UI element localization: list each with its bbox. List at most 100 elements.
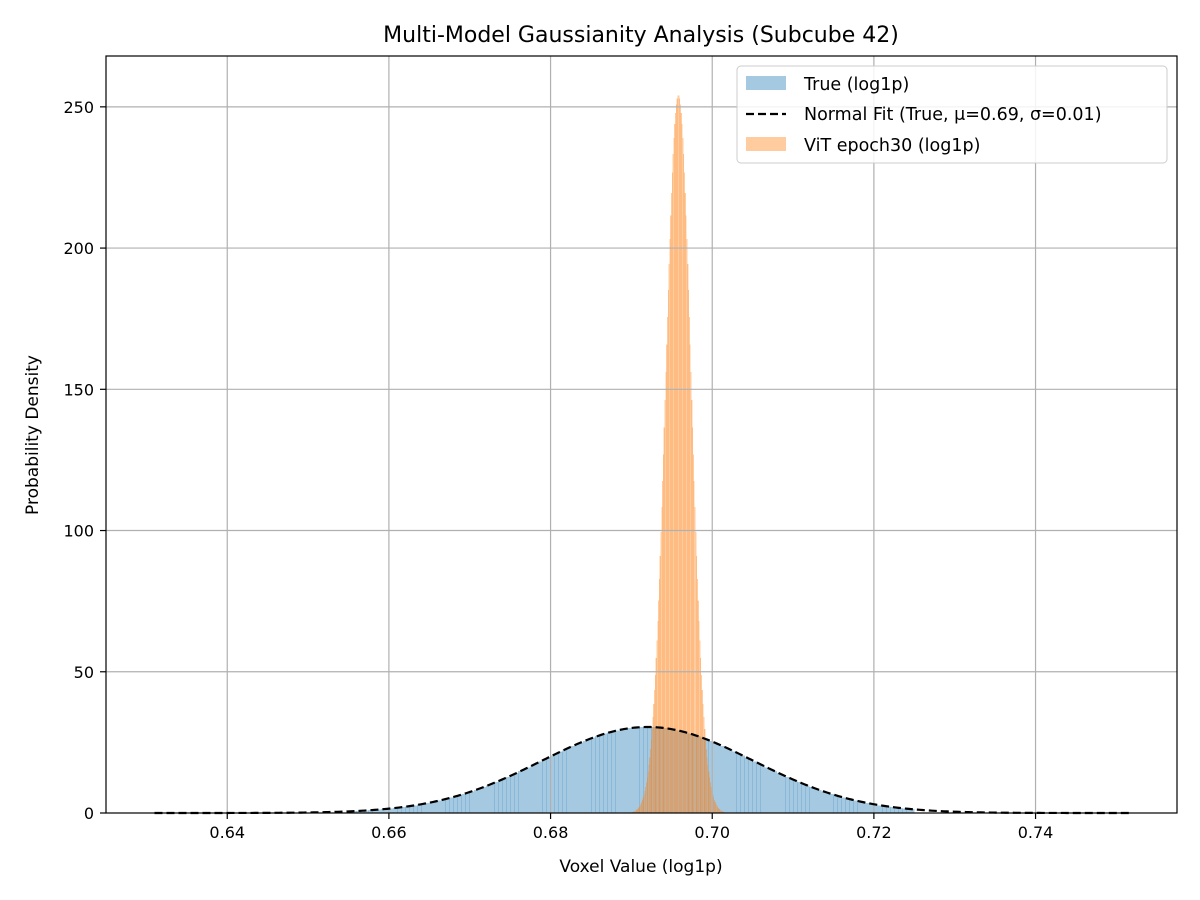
histogram-bar-vit xyxy=(651,728,653,813)
histogram-bar-vit xyxy=(687,290,690,813)
histogram-bar-true xyxy=(886,806,891,813)
histogram-bar-vit xyxy=(699,640,701,813)
histogram-bar-true xyxy=(780,775,786,813)
histogram-bar-vit xyxy=(642,797,644,813)
histogram-bar-true xyxy=(421,803,426,813)
histogram-bar-vit xyxy=(706,757,708,813)
histogram-bar-true xyxy=(522,769,527,813)
histogram-bar-true xyxy=(445,798,450,813)
x-axis-label: Voxel Value (log1p) xyxy=(559,857,722,877)
histogram-bar-true xyxy=(910,809,915,813)
histogram-bar-true xyxy=(401,807,406,813)
histogram-bar-vit xyxy=(665,372,667,813)
y-tick-label: 150 xyxy=(63,380,94,399)
histogram-bar-vit xyxy=(698,621,700,813)
plot-area xyxy=(106,56,1177,813)
x-axis: 0.64 0.66 0.68 0.70 0.72 0.74 xyxy=(209,813,1053,842)
histogram-bar-vit xyxy=(714,802,716,813)
histogram-bar-true xyxy=(768,769,774,813)
histogram-bar-true xyxy=(764,767,770,813)
histogram-bar-vit xyxy=(670,215,672,814)
y-tick-label: 250 xyxy=(63,98,94,117)
histogram-bar-true xyxy=(376,809,382,813)
x-tick-label: 0.64 xyxy=(209,823,245,842)
histogram-bar-vit xyxy=(674,124,676,814)
histogram-bar-true xyxy=(720,745,725,813)
histogram-bar-true xyxy=(611,731,616,813)
histogram-bar-vit xyxy=(722,811,724,813)
histogram-bar-true xyxy=(546,757,551,813)
histogram-bar-vit xyxy=(703,717,705,813)
histogram-bar-true xyxy=(562,749,568,813)
histogram-bar-vit xyxy=(686,239,688,814)
histogram-bar-true xyxy=(364,810,369,813)
histogram-bar-vit xyxy=(682,137,684,814)
histogram-bar-true xyxy=(797,782,802,813)
histogram-bar-vit xyxy=(700,658,702,813)
histogram-bar-true xyxy=(845,798,850,813)
histogram-bar-vit xyxy=(679,104,682,813)
histogram-bar-vit xyxy=(694,506,696,813)
histogram-bar-true xyxy=(473,789,479,813)
histogram-bar-true xyxy=(437,800,442,813)
histogram-bar-true xyxy=(530,765,535,813)
histogram-bar-vit xyxy=(672,154,674,814)
histogram-bar-vit xyxy=(709,782,711,813)
histogram-bar-vit xyxy=(667,290,669,813)
histogram-bar-true xyxy=(805,785,810,813)
histogram-bar-vit xyxy=(704,728,706,813)
histogram-bar-vit xyxy=(718,808,720,813)
histogram-bar-vit xyxy=(666,317,669,813)
histogram-bar-true xyxy=(518,771,523,813)
histogram-bar-vit xyxy=(707,764,709,813)
histogram-bar-vit xyxy=(713,800,715,813)
histogram-bar-vit xyxy=(720,810,722,813)
histogram-bar-vit xyxy=(701,690,703,813)
histogram-bar-true xyxy=(566,747,572,813)
histogram-bar-true xyxy=(861,802,867,813)
histogram-bar-vit xyxy=(660,531,662,813)
series-true-histogram xyxy=(348,726,915,813)
histogram-bar-vit xyxy=(696,555,698,813)
histogram-bar-true xyxy=(582,740,588,813)
legend-swatch-true xyxy=(746,76,786,90)
histogram-bar-true xyxy=(586,739,592,813)
histogram-bar-vit xyxy=(679,98,681,814)
histogram-bar-true xyxy=(461,793,466,813)
histogram-bar-true xyxy=(756,763,762,813)
histogram-bar-true xyxy=(449,797,454,813)
histogram-bar-true xyxy=(728,749,733,813)
histogram-bar-true xyxy=(667,728,673,813)
histogram-bar-true xyxy=(405,806,410,813)
histogram-bar-true xyxy=(615,730,620,813)
histogram-bar-true xyxy=(506,776,511,813)
histogram-bar-true xyxy=(789,778,794,813)
histogram-bar-true xyxy=(360,810,365,813)
histogram-bar-vit xyxy=(653,704,655,813)
series-vit-histogram xyxy=(627,95,725,814)
histogram-bar-vit xyxy=(705,748,707,813)
histogram-bar-true xyxy=(514,773,519,813)
histogram-bar-vit xyxy=(668,264,670,813)
histogram-bar-true xyxy=(392,808,398,813)
histogram-bar-vit xyxy=(697,600,699,813)
histogram-bar-vit xyxy=(657,621,659,813)
histogram-bar-true xyxy=(570,745,576,813)
histogram-bar-vit xyxy=(675,112,677,813)
histogram-bar-true xyxy=(639,727,644,813)
histogram-bar-true xyxy=(599,734,604,813)
histogram-bar-true xyxy=(902,808,907,813)
histogram-bar-true xyxy=(542,759,547,813)
histogram-bar-vit xyxy=(683,154,685,814)
histogram-bar-true xyxy=(372,809,378,813)
histogram-bar-true xyxy=(877,805,883,813)
histogram-bar-vit xyxy=(645,782,648,813)
histogram-bar-vit xyxy=(677,95,679,814)
histogram-bar-true xyxy=(740,755,745,813)
histogram-bar-vit xyxy=(700,674,703,813)
histogram-bar-vit xyxy=(678,95,680,814)
y-tick-label: 100 xyxy=(63,522,94,541)
y-axis-label: Probability Density xyxy=(23,355,43,515)
histogram-bar-true xyxy=(384,808,390,813)
histogram-bar-true xyxy=(801,783,806,813)
